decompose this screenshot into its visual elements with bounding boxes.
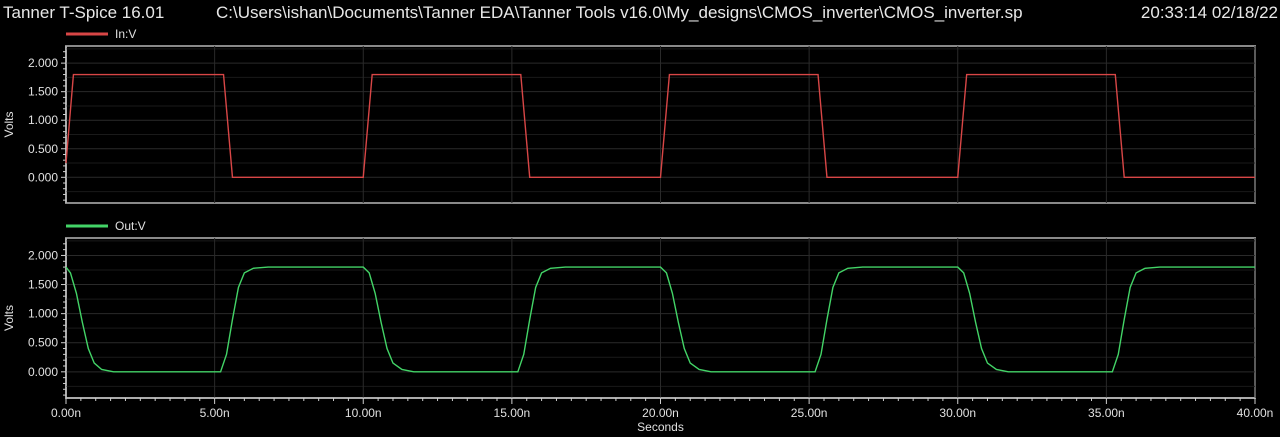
legend-label: In:V bbox=[115, 27, 136, 41]
legend-label: Out:V bbox=[115, 219, 146, 233]
x-axis-label: Seconds bbox=[637, 420, 684, 434]
x-tick-label: 35.00n bbox=[1088, 406, 1125, 420]
x-tick-label: 10.00n bbox=[345, 406, 382, 420]
y-tick-label: 1.500 bbox=[28, 85, 58, 99]
plot-panel-1: 0.000 0.500 1.000 1.500 2.000 Volts In:V bbox=[2, 27, 1256, 204]
series-line bbox=[65, 73, 1255, 179]
x-axis: 0.00n 5.00n 10.00n 15.00n 20.00n 25.00n 30.00n… bbox=[51, 397, 1274, 434]
series-line bbox=[65, 266, 1255, 373]
y-axis-label: Volts bbox=[2, 305, 16, 331]
plot-panel-2: 0.000 0.500 1.000 1.500 2.000 Volts Out:V bbox=[2, 219, 1256, 399]
y-tick-label: 0.000 bbox=[28, 365, 58, 379]
y-tick-label: 0.500 bbox=[28, 336, 58, 350]
x-tick-label: 25.00n bbox=[791, 406, 828, 420]
y-tick-label: 1.000 bbox=[28, 113, 58, 127]
title-bar: Tanner T-Spice 16.01 C:\Users\ishan\Docu… bbox=[0, 0, 1280, 30]
timestamp: 20:33:14 02/18/22 bbox=[1140, 3, 1278, 22]
x-tick-label: 15.00n bbox=[494, 406, 531, 420]
y-tick-label: 0.000 bbox=[28, 170, 58, 184]
y-tick-label: 2.000 bbox=[28, 56, 58, 70]
app-title: Tanner T-Spice 16.01 bbox=[3, 3, 165, 22]
x-tick-label: 0.00n bbox=[51, 406, 81, 420]
y-tick-label: 1.000 bbox=[28, 307, 58, 321]
x-tick-label: 20.00n bbox=[642, 406, 679, 420]
x-tick-label: 30.00n bbox=[939, 406, 976, 420]
x-tick-label: 40.00n bbox=[1237, 406, 1274, 420]
y-tick-label: 0.500 bbox=[28, 142, 58, 156]
x-tick-label: 5.00n bbox=[200, 406, 230, 420]
y-axis-label: Volts bbox=[2, 111, 16, 137]
y-tick-label: 1.500 bbox=[28, 278, 58, 292]
file-path: C:\Users\ishan\Documents\Tanner EDA\Tann… bbox=[216, 3, 1023, 22]
y-tick-label: 2.000 bbox=[28, 248, 58, 262]
